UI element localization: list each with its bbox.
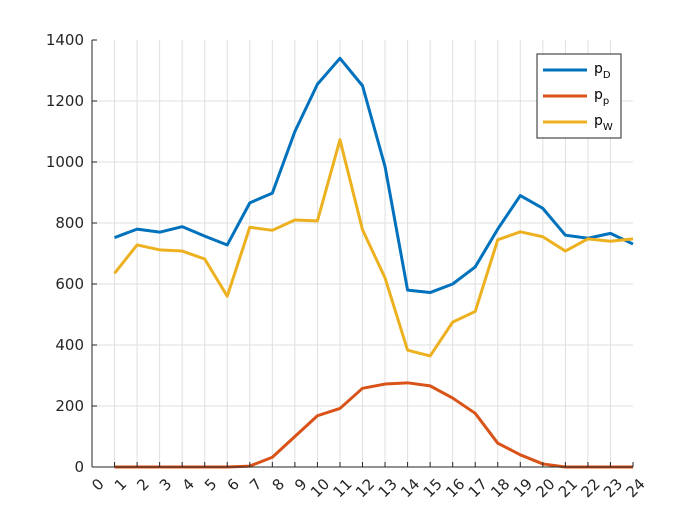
series-line-p-W [113, 138, 634, 358]
legend-label-subscript: D [603, 70, 611, 81]
grid-lines [92, 40, 633, 467]
legend-label-base: p [594, 87, 603, 103]
legend-label-subscript: p [603, 96, 609, 107]
y-tick-label-600: 600 [55, 275, 84, 293]
y-tick-labels: 0 200 400 600 800 1000 1200 1400 [46, 31, 84, 476]
legend-label-p-p: pp [594, 87, 609, 107]
legend-label-subscript: W [603, 122, 613, 133]
legend-label-p-W: pW [594, 113, 613, 133]
y-tick-label-400: 400 [55, 336, 84, 354]
y-tick-label-1200: 1200 [46, 92, 84, 110]
legend-label-base: p [594, 113, 603, 129]
y-tick-label-1400: 1400 [46, 31, 84, 49]
y-tick-label-1000: 1000 [46, 153, 84, 171]
y-tick-label-800: 800 [55, 214, 84, 232]
y-tick-label-200: 200 [55, 397, 84, 415]
legend-label-p-D: pD [594, 61, 611, 81]
y-tick-label-0: 0 [74, 458, 84, 476]
series-line-p-D [114, 56, 634, 295]
axes [91, 39, 634, 468]
legend-label-base: p [594, 61, 603, 77]
